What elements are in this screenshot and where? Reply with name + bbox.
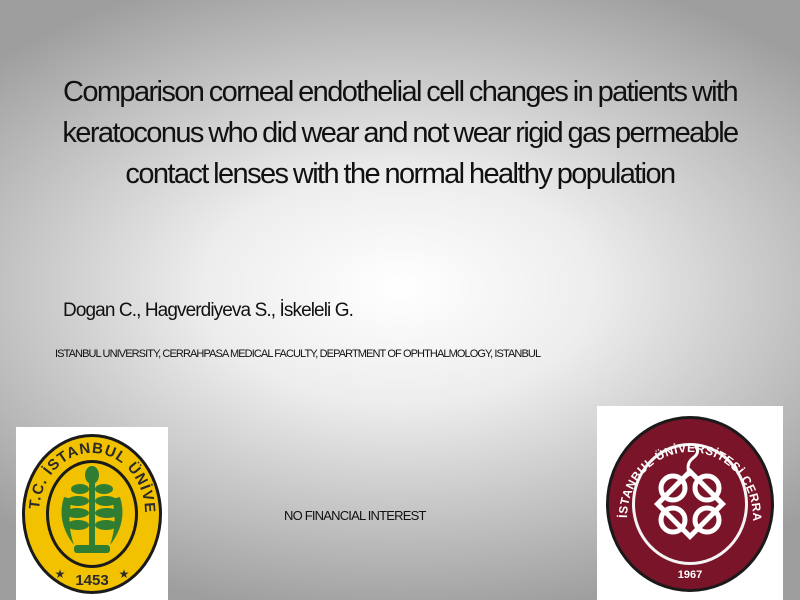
istanbul-university-logo: T.C. İSTANBUL ÜNİVERSİTESİ 1453 ★ ★ bbox=[16, 427, 168, 600]
financial-disclosure: NO FINANCIAL INTEREST bbox=[284, 508, 426, 523]
istanbul-university-seal-icon: T.C. İSTANBUL ÜNİVERSİTESİ 1453 ★ ★ bbox=[16, 427, 162, 594]
cerrahpasa-faculty-seal-icon: İSTANBUL ÜNİVERSİTESİ CERRAHPAŞA TIP FAK… bbox=[597, 406, 774, 592]
cerrahpasa-faculty-logo: İSTANBUL ÜNİVERSİTESİ CERRAHPAŞA TIP FAK… bbox=[597, 406, 783, 600]
svg-text:★: ★ bbox=[119, 567, 130, 581]
knot-emblem-icon bbox=[653, 444, 727, 541]
slide-title: Comparison corneal endothelial cell chan… bbox=[62, 76, 739, 190]
svg-text:★: ★ bbox=[55, 567, 66, 581]
tree-emblem-icon bbox=[61, 466, 123, 553]
author-list: Dogan C., Hagverdiyeva S., İskeleli G. bbox=[63, 300, 354, 321]
affiliation: ISTANBUL UNIVERSITY, CERRAHPASA MEDICAL … bbox=[55, 348, 541, 360]
right-seal-year: 1967 bbox=[678, 569, 702, 581]
left-seal-year: 1453 bbox=[75, 572, 108, 589]
